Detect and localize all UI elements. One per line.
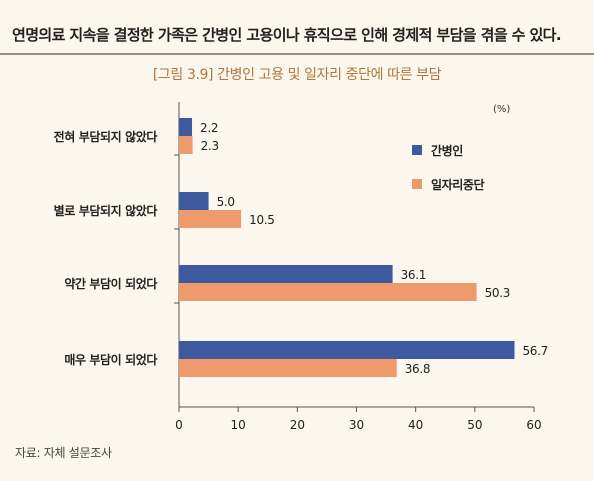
x-tick-label: 50 (467, 418, 482, 432)
legend-swatch-job-interruption (412, 179, 422, 189)
x-tick-label: 20 (290, 418, 305, 432)
legend-label-caregiver: 간병인 (431, 143, 463, 158)
bar-value-label: 50.3 (485, 286, 511, 300)
bar-caregiver (179, 192, 209, 210)
bar-job-interruption (179, 359, 397, 377)
bar-value-label: 2.3 (201, 139, 219, 153)
bar-job-interruption (179, 210, 242, 228)
y-category-label: 전혀 부담되지 않았다 (54, 129, 158, 144)
legend-swatch-caregiver (412, 145, 422, 155)
legend-item-job-interruption: 일자리중단 (412, 177, 485, 192)
y-category-label: 별로 부담되지 않았다 (54, 203, 158, 218)
y-category-label: 약간 부담이 되었다 (64, 276, 157, 291)
chart-legend: 간병인 일자리중단 (412, 143, 485, 211)
chart-title: [그림 3.9] 간병인 고용 및 일자리 중단에 따른 부담 (152, 67, 442, 83)
bar-caregiver (179, 341, 515, 359)
x-tick-label: 30 (349, 418, 364, 432)
title-divider (0, 53, 594, 55)
y-category-label: 매우 부담이 되었다 (64, 352, 157, 367)
legend-item-caregiver: 간병인 (412, 143, 484, 158)
bar-caregiver (179, 118, 193, 136)
bar-value-label: 5.0 (217, 195, 235, 209)
x-tick-label: 60 (526, 418, 541, 432)
x-tick-label: 0 (175, 418, 183, 432)
bar-value-label: 10.5 (249, 213, 275, 227)
bar-job-interruption (179, 136, 193, 154)
x-tick-label: 10 (231, 418, 246, 432)
bar-value-label: 56.7 (522, 344, 548, 358)
bar-value-label: 36.1 (401, 268, 427, 282)
bar-caregiver (179, 265, 393, 283)
headline: 연명의료 지속을 결정한 가족은 간병인 고용이나 휴직으로 인해 경제적 부담… (12, 26, 562, 44)
unit-label: (%) (493, 104, 511, 115)
bar-value-label: 36.8 (405, 362, 431, 376)
legend-label-job-interruption: 일자리중단 (431, 177, 485, 192)
bar-value-label: 2.2 (200, 121, 218, 135)
bar-job-interruption (179, 283, 477, 301)
source-note: 자료: 자체 설문조사 (15, 446, 112, 460)
x-tick-label: 40 (408, 418, 423, 432)
